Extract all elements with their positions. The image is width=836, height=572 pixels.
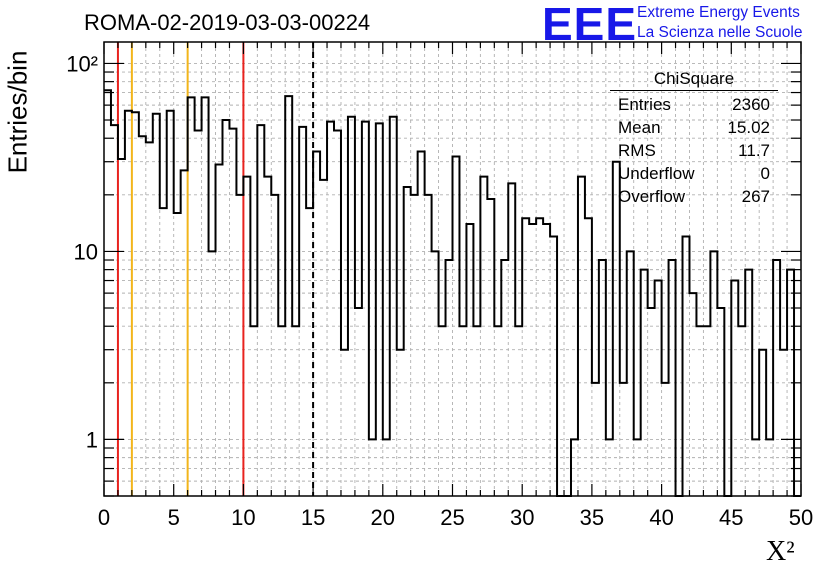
eee-logo: EEE (542, 0, 638, 50)
axis-ticks (103, 42, 802, 497)
stats-label: Mean (618, 118, 661, 137)
histogram-step-line (104, 89, 801, 497)
stats-box: ChiSquare Entries 2360 Mean 15.02 RMS 11… (610, 68, 778, 208)
stats-row: Underflow 0 (610, 162, 778, 185)
y-axis-label: Entries/bin (2, 50, 33, 174)
stats-label: RMS (618, 141, 656, 160)
x-tick-label: 25 (440, 505, 464, 530)
axis-tick-labels: 0 5 10 15 20 25 30 35 40 45 50 1 10 10² (66, 51, 813, 530)
stats-row: Entries 2360 (610, 93, 778, 116)
stats-label: Underflow (618, 164, 695, 183)
x-tick-label: 15 (301, 505, 325, 530)
logo-line-1: Extreme Energy Events (637, 4, 800, 21)
stats-row: RMS 11.7 (610, 139, 778, 162)
x-tick-label: 40 (649, 505, 673, 530)
logo-line-2: La Scienza nelle Scuole (637, 24, 803, 41)
y-tick-label: 10 (74, 239, 98, 264)
x-tick-label: 45 (719, 505, 743, 530)
x-tick-label: 50 (789, 505, 813, 530)
stats-row: Overflow 267 (610, 185, 778, 208)
y-tick-label: 10² (66, 51, 98, 76)
stats-title: ChiSquare (653, 69, 735, 88)
plot-title: ROMA-02-2019-03-03-00224 (84, 10, 371, 35)
x-axis-label: X² (766, 536, 795, 567)
x-tick-label: 0 (98, 505, 110, 530)
stats-value: 11.7 (738, 141, 770, 160)
stats-divider (610, 90, 778, 91)
stats-value: 0 (760, 164, 770, 183)
stats-value: 2360 (732, 95, 770, 114)
x-tick-label: 10 (231, 505, 255, 530)
stats-label: Overflow (618, 187, 686, 206)
x-tick-label: 30 (510, 505, 534, 530)
x-tick-label: 20 (371, 505, 395, 530)
stats-value: 267 (741, 187, 770, 206)
x-tick-label: 35 (580, 505, 604, 530)
x-tick-label: 5 (168, 505, 180, 530)
stats-label: Entries (618, 95, 671, 114)
y-tick-label: 1 (86, 427, 98, 452)
reference-lines (116, 42, 315, 496)
stats-value: 15.02 (727, 118, 770, 137)
stats-row: Mean 15.02 (610, 116, 778, 139)
